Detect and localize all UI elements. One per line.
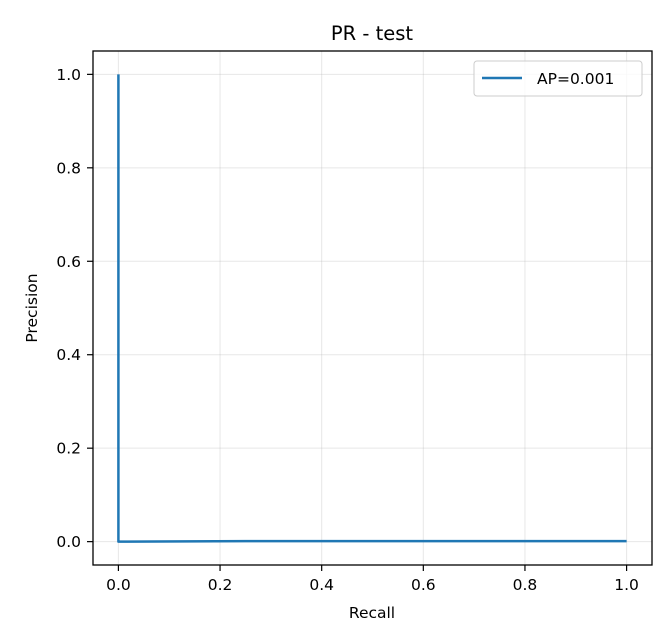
y-tick-label: 0.8 <box>56 159 81 177</box>
series-layer <box>117 74 627 543</box>
x-axis-label: Recall <box>349 604 395 622</box>
legend: AP=0.001 <box>473 60 643 97</box>
y-tick-label: 0.4 <box>56 346 81 364</box>
y-axis-ticks: 0.0 0.2 0.4 0.6 0.8 1.0 <box>56 66 93 551</box>
x-tick-label: 0.0 <box>106 576 131 594</box>
x-tick-label: 0.2 <box>208 576 233 594</box>
legend-box <box>473 60 643 97</box>
y-axis-label: Precision <box>23 273 41 342</box>
x-tick-label: 0.8 <box>513 576 538 594</box>
grid-lines <box>93 51 652 565</box>
y-tick-label: 0.6 <box>56 253 81 271</box>
series-line-0 <box>117 74 627 543</box>
chart-title: PR - test <box>331 22 414 45</box>
legend-label-ap: AP=0.001 <box>537 70 614 88</box>
x-axis-ticks: 0.0 0.2 0.4 0.6 0.8 1.0 <box>106 565 639 594</box>
plot-frame <box>92 50 653 566</box>
y-tick-label: 0.0 <box>56 533 81 551</box>
x-tick-label: 1.0 <box>614 576 639 594</box>
x-tick-label: 0.6 <box>411 576 436 594</box>
y-tick-label: 1.0 <box>56 66 81 84</box>
y-tick-label: 0.2 <box>56 440 81 458</box>
x-tick-label: 0.4 <box>309 576 334 594</box>
